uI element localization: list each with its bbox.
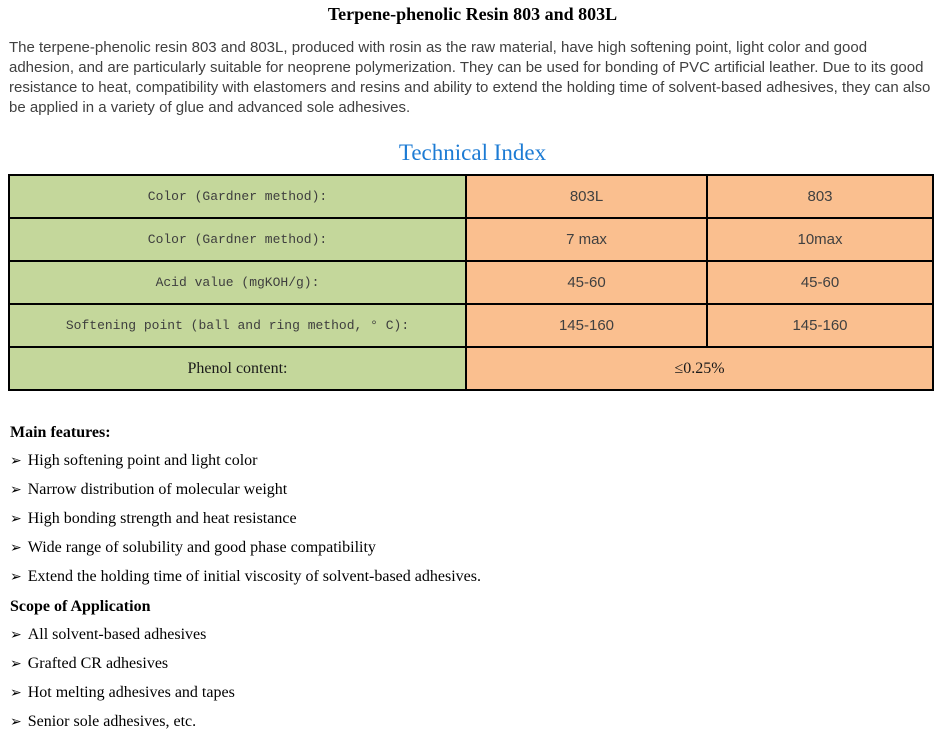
row-label-color-1: Color (Gardner method): (8, 174, 467, 219)
table-row: Color (Gardner method): 803L 803 (8, 174, 934, 219)
row-value-acid-803l: 45-60 (465, 260, 708, 305)
feature-item: ➢ Extend the holding time of initial visc… (10, 568, 945, 587)
row-label-phenol-content: Phenol content: (8, 346, 467, 391)
technical-index-heading: Technical Index (398, 140, 547, 165)
row-value-phenol-content: ≤0.25% (465, 346, 934, 391)
arrow-bullet-icon: ➢ (10, 715, 22, 730)
application-item-label: Senior sole adhesives, etc. (27, 713, 197, 730)
row-value-803-grade: 803 (706, 174, 934, 219)
feature-item-label: High bonding strength and heat resistanc… (27, 510, 297, 527)
application-item: ➢ Grafted CR adhesives (10, 655, 945, 674)
row-value-color-803l: 7 max (465, 217, 708, 262)
row-label-color-2: Color (Gardner method): (8, 217, 467, 262)
arrow-bullet-icon: ➢ (10, 657, 22, 672)
arrow-bullet-icon: ➢ (10, 454, 22, 469)
arrow-bullet-icon: ➢ (10, 686, 22, 701)
table-row: Acid value (mgKOH/g): 45-60 45-60 (8, 260, 934, 305)
row-value-acid-803: 45-60 (706, 260, 934, 305)
feature-item-label: Wide range of solubility and good phase … (27, 539, 376, 556)
page-title: Terpene-phenolic Resin 803 and 803L (327, 4, 618, 24)
main-features-heading: Main features: (10, 424, 111, 441)
row-label-softening-point: Softening point (ball and ring method, °… (8, 303, 467, 348)
application-item-label: Grafted CR adhesives (27, 655, 169, 672)
feature-item-label: Extend the holding time of initial visco… (27, 568, 481, 585)
feature-item-label: Narrow distribution of molecular weight (27, 481, 288, 498)
feature-item-label: High softening point and light color (27, 452, 258, 469)
row-value-color-803: 10max (706, 217, 934, 262)
row-value-softening-803l: 145-160 (465, 303, 708, 348)
table-row: Phenol content: ≤0.25% (8, 346, 934, 391)
arrow-bullet-icon: ➢ (10, 570, 22, 585)
application-item: ➢ Hot melting adhesives and tapes (10, 684, 945, 703)
application-item: ➢ All solvent-based adhesives (10, 626, 945, 645)
arrow-bullet-icon: ➢ (10, 628, 22, 643)
row-value-803l-grade: 803L (465, 174, 708, 219)
technical-index-table: Color (Gardner method): 803L 803 Color (… (8, 174, 934, 391)
row-label-acid-value: Acid value (mgKOH/g): (8, 260, 467, 305)
feature-item: ➢ High softening point and light color (10, 452, 945, 471)
arrow-bullet-icon: ➢ (10, 541, 22, 556)
table-row: Softening point (ball and ring method, °… (8, 303, 934, 348)
application-item: ➢ Senior sole adhesives, etc. (10, 713, 945, 732)
feature-item: ➢ Wide range of solubility and good phase… (10, 539, 945, 558)
intro-paragraph: The terpene-phenolic resin 803 and 803L,… (9, 39, 931, 116)
feature-item: ➢ Narrow distribution of molecular weight (10, 481, 945, 500)
table-row: Color (Gardner method): 7 max 10max (8, 217, 934, 262)
arrow-bullet-icon: ➢ (10, 512, 22, 527)
application-item-label: Hot melting adhesives and tapes (27, 684, 235, 701)
row-value-softening-803: 145-160 (706, 303, 934, 348)
feature-item: ➢ High bonding strength and heat resistan… (10, 510, 945, 529)
arrow-bullet-icon: ➢ (10, 483, 22, 498)
application-item-label: All solvent-based adhesives (27, 626, 207, 643)
scope-of-application-heading: Scope of Application (10, 598, 151, 615)
